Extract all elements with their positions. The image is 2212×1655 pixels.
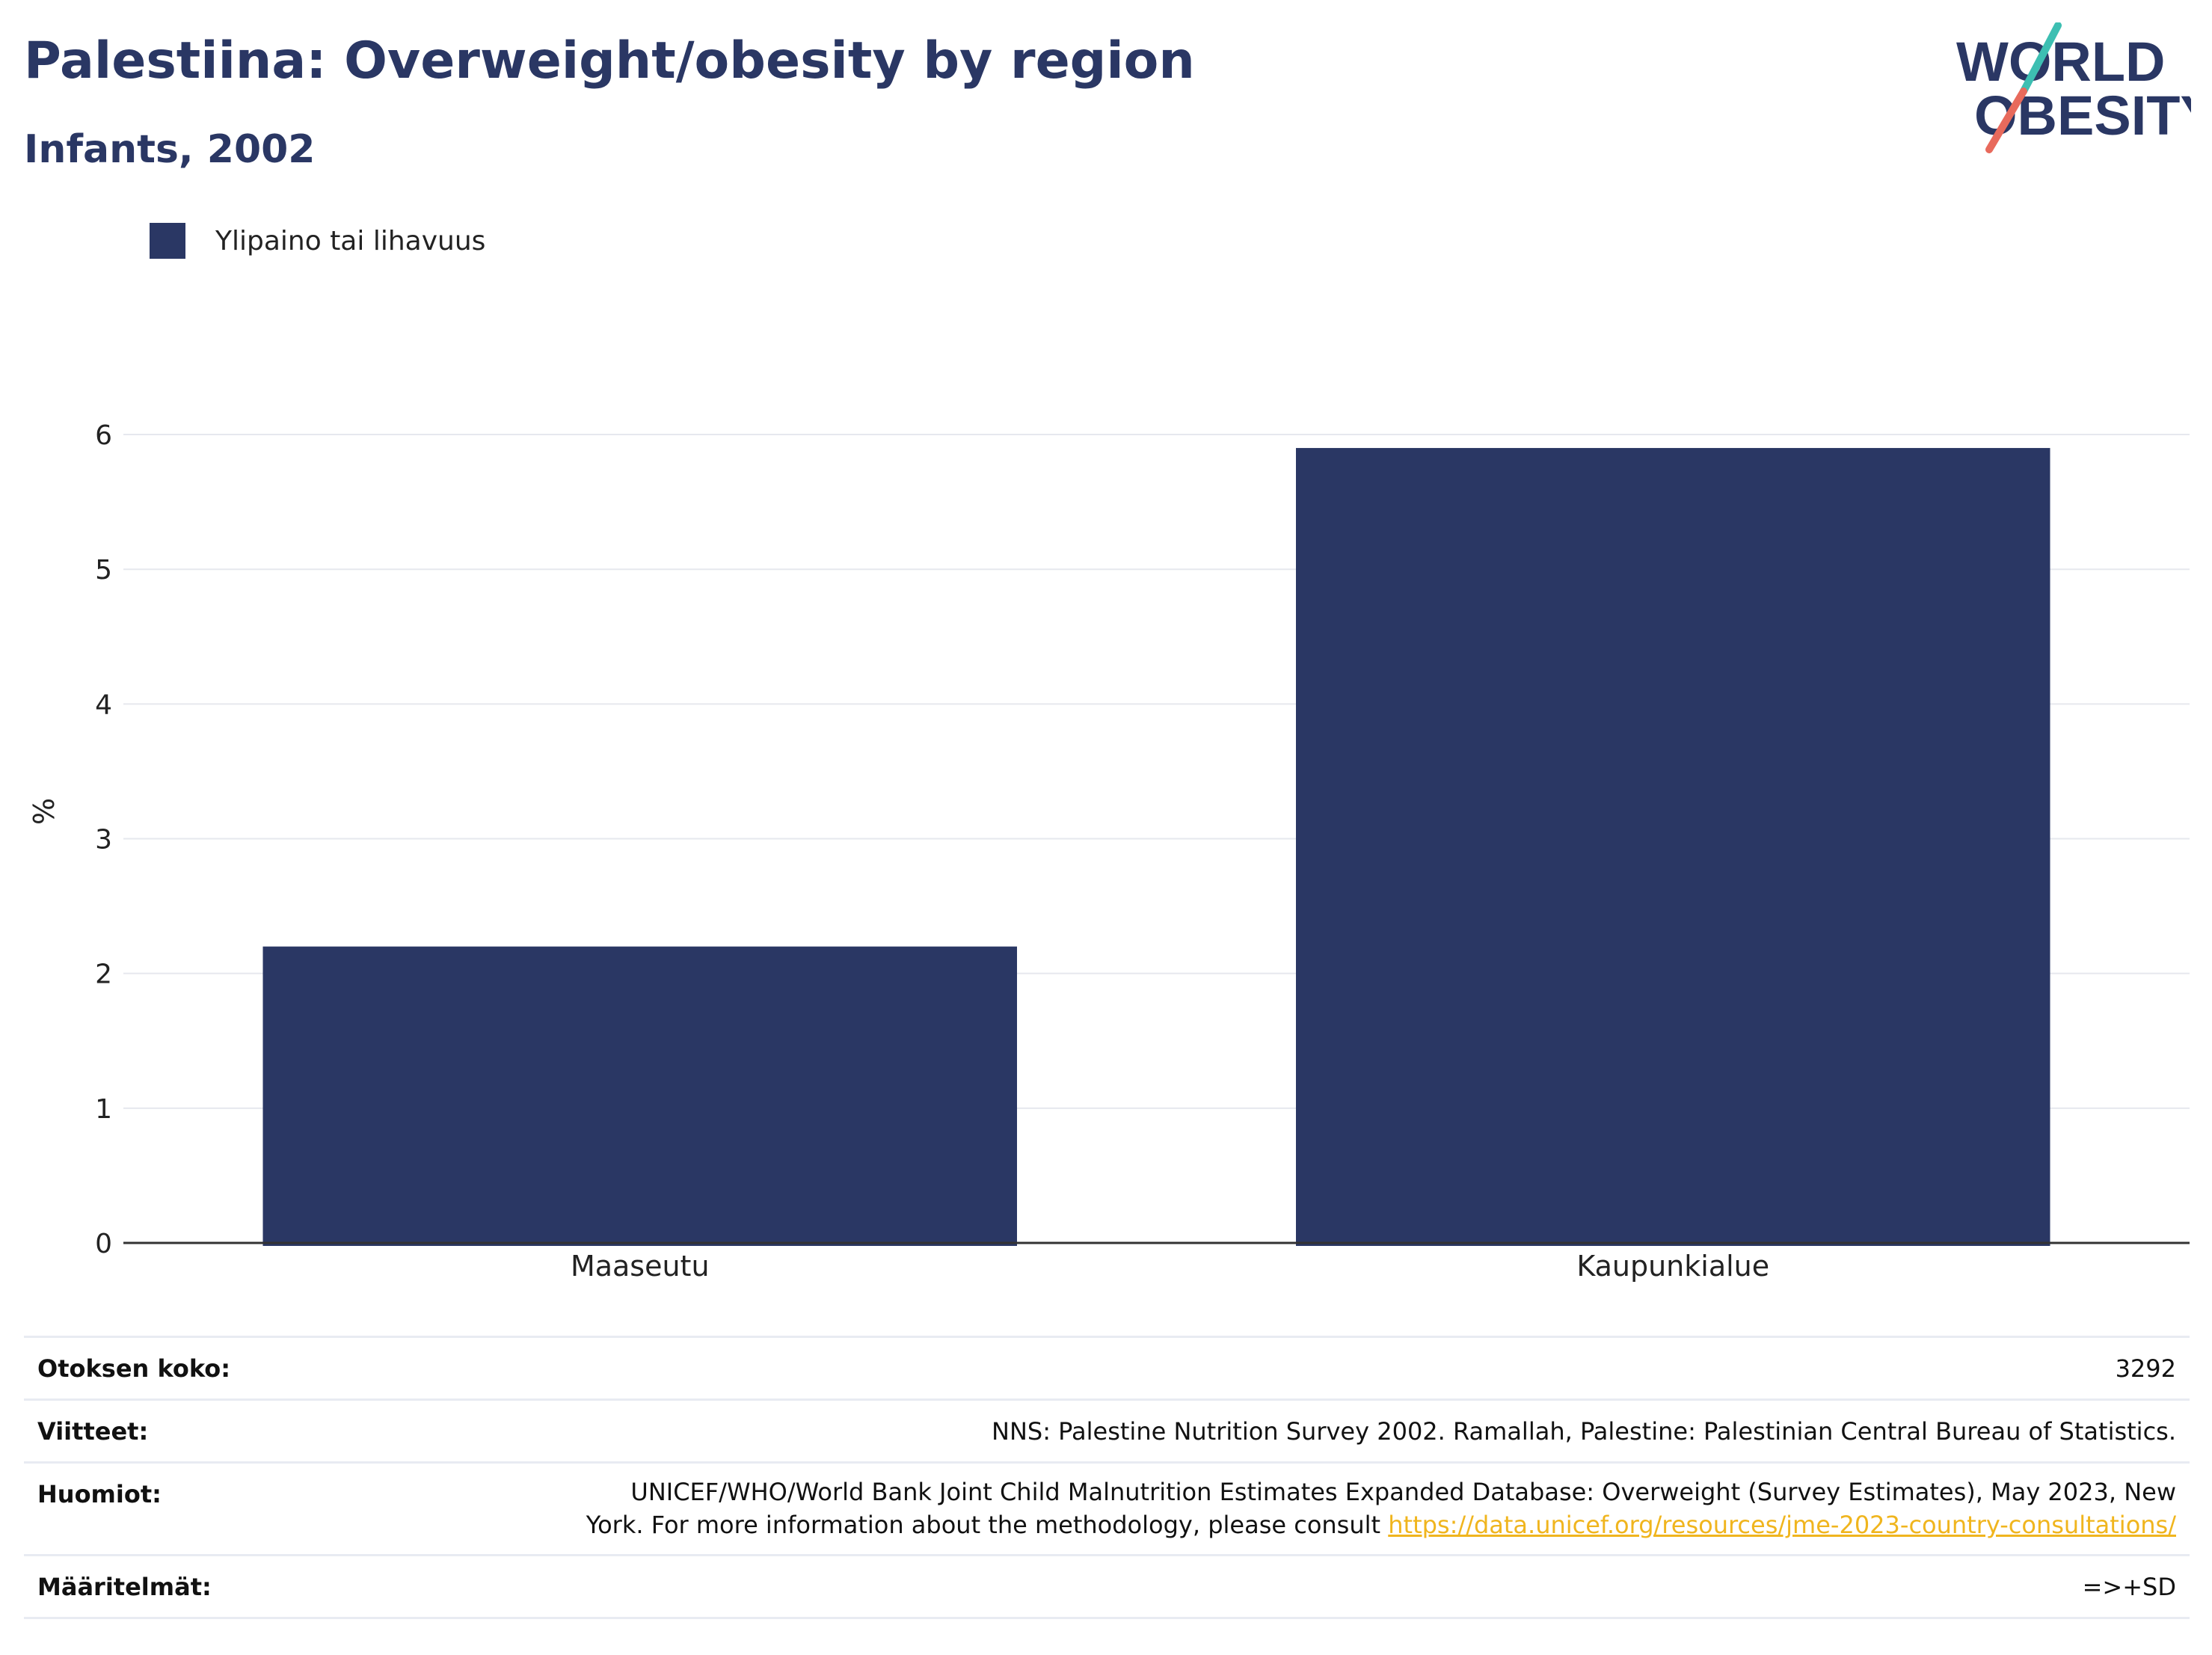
info-value: 3292 <box>2115 1354 2176 1383</box>
x-tick-label: Kaupunkialue <box>1576 1250 1769 1283</box>
chart-legend: Ylipaino tai lihavuus <box>150 223 485 259</box>
notes-line1: UNICEF/WHO/World Bank Joint Child Malnut… <box>630 1478 2176 1506</box>
info-key: Huomiot: <box>37 1480 162 1508</box>
info-row-definitions: Määritelmät: =>+SD <box>24 1555 2190 1618</box>
y-tick-label: 6 <box>95 420 112 451</box>
bar-chart: 0 1 2 3 4 5 6 Maaseutu Kaupunkialue % <box>28 420 2190 1283</box>
legend-swatch <box>150 223 185 259</box>
info-row-sample-size: Otoksen koko: 3292 <box>24 1336 2190 1400</box>
y-tick-label: 4 <box>95 690 112 720</box>
bar-maaseutu[interactable] <box>262 946 1017 1246</box>
y-tick-labels: 0 1 2 3 4 5 6 <box>95 420 112 1259</box>
y-tick-label: 2 <box>95 959 112 990</box>
info-row-notes: Huomiot: UNICEF/WHO/World Bank Joint Chi… <box>24 1462 2190 1556</box>
info-table: Otoksen koko: 3292 Viitteet: NNS: Palest… <box>24 1336 2190 1619</box>
y-tick-label: 0 <box>95 1229 112 1259</box>
methodology-link[interactable]: https://data.unicef.org/resources/jme-20… <box>1388 1511 2176 1539</box>
info-key: Viitteet: <box>37 1416 149 1446</box>
x-tick-labels: Maaseutu Kaupunkialue <box>571 1250 1769 1283</box>
info-value: =>+SD <box>2082 1572 2176 1601</box>
y-tick-label: 5 <box>95 555 112 586</box>
page-title: Palestiina: Overweight/obesity by region <box>24 31 1195 90</box>
info-row-references: Viitteet: NNS: Palestine Nutrition Surve… <box>24 1399 2190 1463</box>
bars <box>262 448 2050 1247</box>
info-key: Otoksen koko: <box>37 1354 231 1383</box>
bar-kaupunkialue[interactable] <box>1296 448 2050 1247</box>
notes-line2: York. For more information about the met… <box>586 1511 1389 1539</box>
y-axis-label: % <box>28 798 61 825</box>
x-tick-label: Maaseutu <box>571 1250 710 1283</box>
info-value: UNICEF/WHO/World Bank Joint Child Malnut… <box>470 1463 2190 1556</box>
info-value: NNS: Palestine Nutrition Survey 2002. Ra… <box>992 1416 2176 1446</box>
y-tick-label: 1 <box>95 1094 112 1125</box>
legend-label: Ylipaino tai lihavuus <box>215 225 486 257</box>
logo-slash-top <box>2020 22 2062 95</box>
logo-line1: WORLD <box>1956 31 2166 93</box>
y-tick-label: 3 <box>95 825 112 856</box>
logo-slash-bottom <box>1985 87 2027 153</box>
page-subtitle: Infants, 2002 <box>24 127 316 172</box>
info-key: Määritelmät: <box>37 1572 212 1601</box>
